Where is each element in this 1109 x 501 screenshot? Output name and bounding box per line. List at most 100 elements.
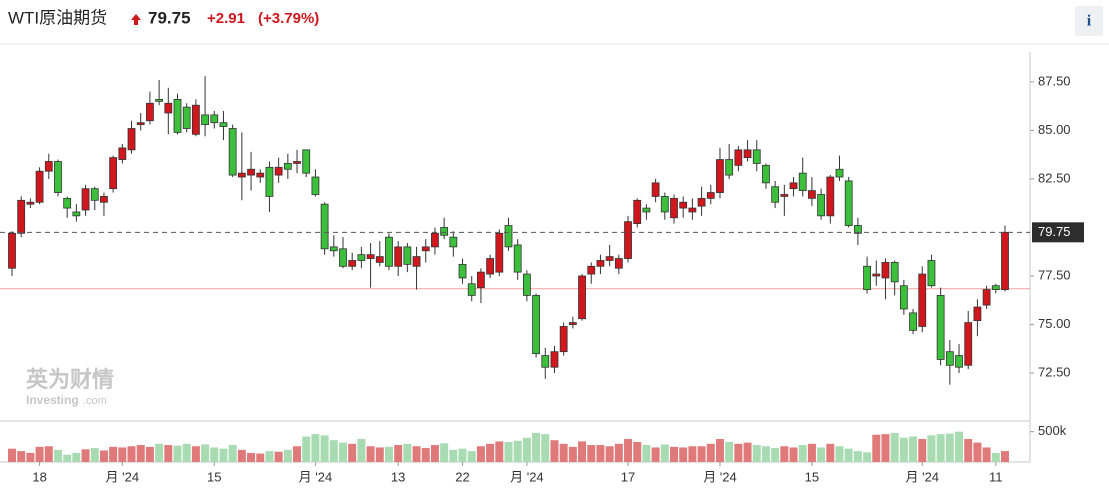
candle-body [513,244,522,273]
volume-bar [63,454,72,462]
candle-body [256,172,265,178]
volume-bar [173,445,182,462]
candle-body [771,186,780,203]
candle-body [955,355,963,368]
volume-bar [357,438,366,462]
volume-bar [219,448,228,462]
candle-body [394,246,403,267]
volume-bar [697,446,706,462]
candle-body [412,256,421,267]
candle-body [945,351,954,366]
x-tick-label: 月 '24 [510,469,544,484]
volume-bar [945,433,954,462]
candle-body [826,176,835,217]
volume-bar [210,447,219,462]
volume-bar [256,453,265,462]
volume-bar [118,447,127,462]
candle-body [863,265,871,290]
volume-bar [247,452,256,462]
volume-bar [835,446,844,462]
candle-body [743,149,752,159]
candle-body [495,232,504,273]
volume-bar [624,438,633,462]
x-tick-label: 17 [621,469,635,484]
candle-body [605,256,614,261]
candle-body [26,201,35,205]
candle-body [127,128,136,151]
volume-bar [486,443,495,462]
info-button[interactable] [1075,6,1103,36]
candle-body [890,262,899,283]
volume-bar [1001,451,1009,462]
candle-body [706,192,715,199]
volume-bar [982,447,991,462]
candle-body [109,157,118,190]
candle-body [458,263,467,279]
y-tick-label: 72.50 [1038,364,1071,379]
volume-bar [394,445,403,462]
candle-body [780,194,789,197]
volume-bar [789,447,798,462]
candle-body [35,170,44,203]
volume-bar [964,438,973,462]
candle-body [357,254,366,261]
volume-bar [311,434,320,462]
volume-bar [642,445,651,462]
volume-bar [670,446,678,462]
candle-body [302,149,311,174]
info-icon[interactable]: i [1087,13,1092,30]
candle-body [670,197,678,219]
candle-body [265,166,274,197]
volume-bar [844,448,853,462]
candle-body [173,98,182,133]
volume-bar [136,445,145,462]
volume-bar [780,446,789,462]
volume-bar [53,449,62,462]
volume-bar [283,449,292,462]
up-arrow [131,14,141,25]
y-tick-label: 77.50 [1038,267,1071,282]
volume-bar [513,440,522,462]
volume-bar [302,436,311,462]
candle-body [697,197,706,207]
candle-body [8,232,16,269]
candle-body [477,271,485,289]
candle-body [522,273,531,296]
volume-tick-label: 500k [1038,423,1067,438]
last-price-box [1032,222,1084,243]
candle-body [881,262,890,279]
x-tick-label: 15 [805,469,819,484]
volume-bar [918,438,927,462]
candle-body [348,260,357,267]
volume-bar [476,446,485,462]
volume-bar [412,446,421,462]
candle-body [228,128,237,176]
y-tick-label: 87.50 [1038,73,1071,88]
candle-body [63,197,72,209]
candle-body [762,164,770,184]
candle-body [642,207,651,213]
candle-body [909,312,917,331]
candle-body [329,246,338,252]
candle-body [320,203,329,250]
volume-bar [605,446,614,462]
y-tick-label: 82.50 [1038,170,1071,185]
volume-bar [752,445,761,462]
candle-body [486,258,495,275]
volume-bar [725,442,734,462]
volume-bar [145,446,154,462]
volume-bar [366,446,375,462]
candle-body [90,188,99,201]
volume-bar [458,448,467,462]
x-tick-label: 13 [391,469,405,484]
candle-body [808,190,816,199]
volume-bar [495,441,504,462]
volume-bar [863,452,872,462]
candle-body [651,182,660,197]
volume-bar [807,443,816,462]
candle-body [17,199,26,234]
volume-bar [81,449,90,462]
volume-bar [182,443,191,462]
candle-body [991,285,1000,290]
candle-body [614,258,623,269]
